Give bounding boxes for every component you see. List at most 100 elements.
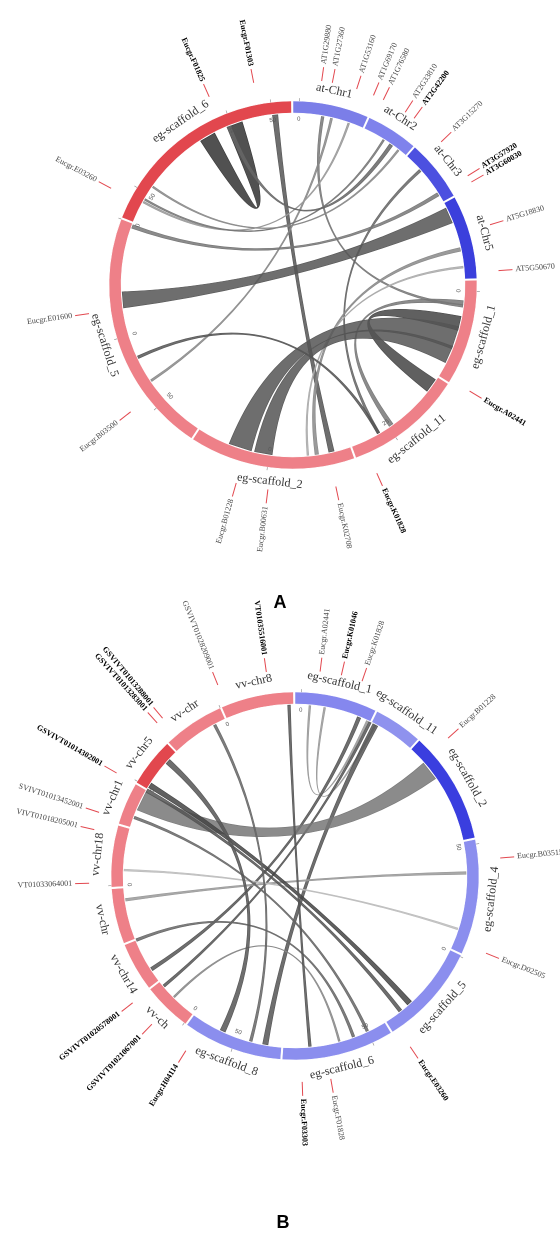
gene-marker — [440, 131, 452, 143]
gene-marker — [203, 83, 210, 98]
panel-b-letter: B — [277, 1212, 290, 1232]
tick-mark — [460, 956, 464, 959]
tick-label: 0 — [192, 1006, 199, 1013]
chromosome-segment — [111, 887, 136, 944]
gene-marker — [75, 313, 90, 317]
gene-label: Eucgr.B01228 — [457, 692, 497, 729]
link-ribbon — [125, 871, 467, 902]
panel-a-letter: A — [274, 592, 287, 612]
gene-marker — [153, 707, 163, 719]
gene-marker — [361, 667, 368, 682]
gene-marker — [121, 1002, 133, 1012]
gene-label: AT5G50670 — [515, 262, 555, 274]
gene-label: Eucgr.E01600 — [26, 311, 72, 326]
gene-label: GSVIVT01021067001 — [84, 1033, 142, 1093]
gene-marker — [104, 765, 117, 774]
gene-marker — [85, 807, 100, 813]
gene-marker — [469, 390, 482, 399]
link-ribbon — [254, 329, 454, 456]
panel-b: eg-scaffold_1eg-scaffold_11eg-scaffold_2… — [15, 599, 560, 1146]
segment-label: eg-scaffold_4 — [480, 866, 502, 933]
gene-label: Eucgr.F03303 — [299, 1099, 310, 1146]
gene-marker — [404, 100, 414, 113]
tick-label: 50 — [454, 843, 461, 851]
gene-marker — [373, 82, 380, 96]
gene-marker — [319, 657, 323, 672]
gene-label: AT3G15270 — [450, 99, 485, 133]
tick-mark — [134, 779, 138, 782]
link-ribbon — [306, 705, 369, 796]
tick-label: 0 — [299, 708, 303, 714]
chromosome-segment — [294, 691, 376, 722]
chromosome-segment — [371, 710, 419, 749]
tick-label: 0 — [297, 117, 301, 123]
gene-label: AT1G53160 — [357, 34, 378, 74]
segments: at-Chr1at-Chr2at-Chr3at-Chr5eg-scaffold_… — [89, 79, 498, 491]
gene-marker — [80, 826, 95, 831]
chromosome-segment — [363, 117, 415, 156]
link-ribbon — [367, 309, 462, 392]
chromosome-segment — [438, 279, 478, 383]
gene-marker — [467, 167, 480, 177]
link-ribbon — [135, 920, 356, 1038]
link-ribbon — [137, 332, 381, 435]
gene-marker — [321, 67, 325, 82]
chromosome-segment — [192, 428, 355, 470]
tick-mark — [395, 437, 398, 441]
link-ribbon — [133, 815, 369, 1032]
gene-label: Eucgr.B03500 — [78, 418, 120, 453]
link-ribbon — [142, 122, 350, 231]
link-ribbon — [312, 247, 461, 455]
gene-marker — [330, 1078, 334, 1093]
tick-mark — [114, 338, 118, 340]
gene-label: GSVIVT01013288001 — [101, 645, 156, 708]
gene-marker — [382, 87, 390, 101]
link-ribbon — [305, 265, 464, 456]
gene-label: Eucgr.B00631 — [255, 506, 270, 553]
gene-marker — [471, 174, 484, 183]
link-ribbon — [287, 704, 312, 1047]
gene-label: GSVIVT01028209001 — [180, 599, 216, 670]
chromosome-segment — [351, 377, 449, 459]
gene-label: Eucgr.K01828 — [380, 487, 408, 535]
segment-label: at-Chr1 — [315, 79, 354, 100]
chromosome-segment — [186, 1014, 282, 1060]
gene-marker — [250, 68, 255, 83]
chromosome-segment — [149, 981, 194, 1025]
gene-marker — [413, 106, 423, 119]
tick-mark — [372, 1042, 375, 1046]
gene-marker — [409, 1046, 419, 1059]
link-ribbon — [123, 868, 459, 931]
gene-label: Eucgr.A02441 — [482, 395, 528, 427]
link-ribbon — [144, 139, 385, 232]
tick-label: 0 — [268, 447, 273, 453]
gene-label: Eucgr.E03260 — [417, 1058, 451, 1102]
chromosome-segment — [406, 146, 455, 202]
tick-label: 50 — [269, 117, 277, 124]
tick-mark — [230, 1048, 233, 1052]
link-ribbon — [213, 723, 268, 1042]
gene-marker — [212, 671, 219, 686]
gene-label: Eucgr.D02505 — [500, 955, 546, 981]
gene-marker — [263, 658, 267, 673]
chromosome-segment — [121, 100, 292, 223]
tick-mark — [225, 110, 228, 114]
link-ribbon — [162, 721, 372, 988]
link-ribbon — [150, 117, 333, 382]
gene-marker — [265, 489, 269, 504]
link-ribbon — [354, 298, 464, 427]
chromosome-segment — [221, 691, 294, 719]
chromosome-segment — [110, 824, 130, 888]
gene-marker — [376, 472, 383, 487]
links — [123, 704, 467, 1047]
gene-label: Eucgr.F01825 — [180, 36, 207, 83]
chromosome-segment — [292, 100, 369, 129]
ticks: 50 25 50 0 0 50 0 25 0 0 — [114, 98, 480, 471]
tick-label: 0 — [456, 288, 462, 292]
link-ribbon — [150, 716, 362, 972]
link-ribbon — [226, 125, 393, 212]
link-ribbon — [151, 149, 400, 229]
link-ribbon — [145, 788, 403, 1013]
tick-label: 25 — [382, 418, 391, 427]
gene-label: GSVIVT01020578001 — [57, 1009, 121, 1062]
